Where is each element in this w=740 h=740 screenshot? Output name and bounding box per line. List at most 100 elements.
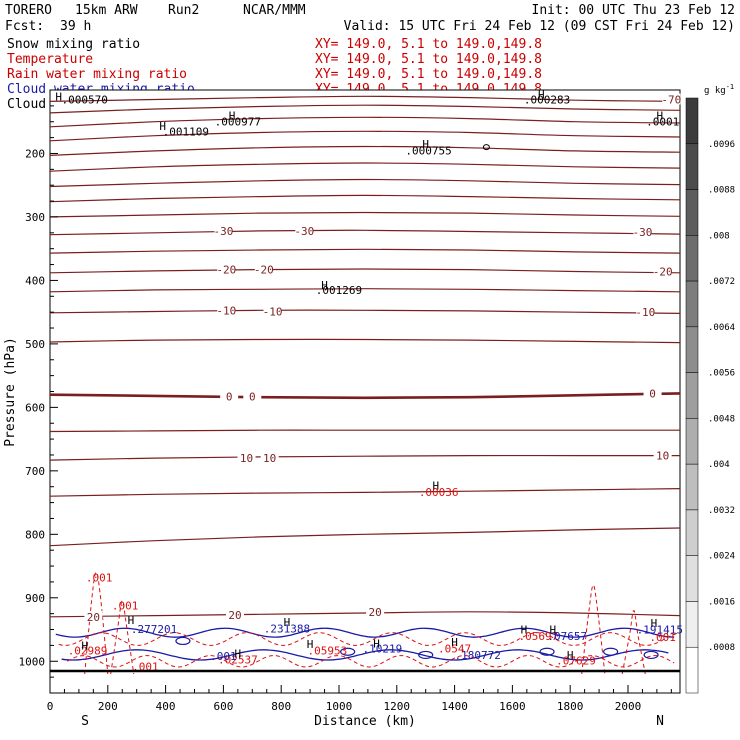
y-tick-label: 1000: [19, 655, 46, 668]
high-marker: H: [373, 637, 380, 650]
temperature-label-bg: [295, 224, 314, 236]
south-label: S: [81, 714, 89, 729]
temperature-label-bg: [214, 224, 233, 236]
extrema-labels: .000570 .001109 .000977 .000755 .001269 .0002…: [61, 94, 682, 674]
colorbar-segment: [685, 418, 699, 465]
high-marker: H: [422, 138, 429, 151]
extremum-value: .000570: [61, 94, 107, 107]
extremum-value: .001: [112, 599, 139, 612]
init-time: Init: 00 UTC Thu 23 Feb 12: [532, 3, 736, 18]
colorbar-tick-label: .0072: [708, 277, 735, 287]
extremum-value: .001109: [163, 125, 209, 138]
temperature-label-bg: [254, 263, 273, 275]
colorbar-tick-label: .004: [708, 460, 730, 470]
extremum-value: .0001: [646, 116, 679, 129]
high-marker: H: [432, 479, 439, 492]
extremum-value: .05697: [519, 630, 559, 643]
x-tick-label: 600: [213, 700, 233, 713]
legend-label: Snow mixing ratio: [7, 37, 140, 52]
temperature-label: -30: [213, 225, 233, 238]
legend-label: Rain water mixing ratio: [7, 67, 187, 82]
x-axis-label: Distance (km): [314, 714, 416, 729]
temperature-label: -10: [263, 306, 283, 319]
colorbar-segment: [685, 97, 699, 145]
colorbar-segment: [685, 326, 699, 373]
temperature-contour: [49, 162, 681, 172]
y-tick-label: 500: [25, 338, 45, 351]
colorbar-tick-label: .0088: [708, 186, 735, 196]
rain-plume-contour: [581, 584, 606, 675]
temperature-label: -20: [254, 264, 274, 277]
colorbar-segment: [685, 189, 699, 236]
x-tick-label: 2000: [615, 700, 642, 713]
high-marker: H: [235, 648, 242, 661]
temperature-label-bg: [217, 304, 236, 316]
colorbar-segment: [685, 601, 699, 648]
x-tick-label: 800: [271, 700, 291, 713]
temperature-label-bg: [653, 265, 672, 277]
temperature-label: 10: [263, 452, 276, 465]
extremum-value: .000755: [405, 144, 451, 157]
temperature-label: -10: [216, 304, 236, 317]
high-marker: H: [656, 109, 663, 122]
temperature-contour: [49, 429, 680, 433]
temperature-label: 20: [87, 611, 100, 624]
temperature-contours: [49, 95, 681, 618]
extremum-value: .001: [86, 571, 113, 584]
cloud-water-cell: [418, 650, 434, 660]
extremum-value: .000977: [215, 116, 261, 129]
colorbar-unit-exponent: -1: [726, 83, 734, 91]
colorbar-segment: [685, 555, 699, 602]
colorbar-unit: g kg-1: [704, 83, 734, 96]
x-tick-label: 0: [47, 700, 54, 713]
temperature-label: 0: [249, 391, 256, 404]
cloud-water-cell: [340, 647, 356, 656]
temperature-label-bg: [263, 305, 282, 317]
run-name: Run2: [168, 3, 199, 18]
temperature-label: -20: [653, 266, 673, 279]
snow-cell: [482, 144, 490, 151]
north-label: N: [656, 714, 664, 729]
high-marker: H: [521, 624, 528, 637]
temperature-label: -30: [632, 226, 652, 239]
legend-label: Temperature: [7, 52, 93, 67]
temperature-contour: [49, 178, 681, 188]
temperature-label-bg: [653, 449, 672, 461]
cloud-water-cell: [603, 647, 619, 656]
colorbar-unit-base: g kg: [704, 86, 726, 96]
temperature-label: -70: [661, 94, 681, 107]
extremum-value: .07629: [556, 655, 596, 668]
forecast-hour: 39 h: [60, 19, 91, 34]
moisture-contours: [55, 144, 678, 675]
high-marker: H: [159, 120, 166, 133]
high-marker: H: [284, 616, 291, 629]
header: TORERO 15km ARW Run2 NCAR/MMM Init: 00 U…: [5, 3, 735, 34]
rain-plume-contour: [621, 609, 646, 675]
temperature-label-bg: [217, 263, 236, 275]
x-axis-ticks: 0 200 400 600 800 1000 1200 1400 1600 1800 2000: [47, 685, 672, 713]
x-tick-label: 1800: [557, 700, 584, 713]
high-marker: H: [550, 624, 557, 637]
extremum-value: .07657: [547, 630, 587, 643]
temperature-contour: [49, 338, 681, 344]
temperature-label-bg: [237, 452, 256, 464]
temperature-contour: [49, 309, 681, 314]
temperature-contour: [49, 248, 681, 254]
temperature-label: 10: [240, 452, 253, 465]
rain-contour: [67, 655, 675, 668]
temperature-contour: [49, 130, 681, 142]
colorbar-tick-label: .0056: [708, 369, 735, 379]
high-marker: H: [538, 88, 545, 101]
extremum-value: .02537: [218, 653, 258, 666]
colorbar-tick-label: .0048: [708, 414, 735, 424]
y-tick-label: 200: [25, 147, 45, 160]
temperature-contour: [49, 611, 681, 618]
colorbar-tick-label: .0016: [708, 597, 735, 607]
plot-area: -70 -30 -30 -30 -20 -20 -20 -10 -10 -10 0 0 0 10 10 10 2…: [19, 88, 683, 713]
y-tick-label: 300: [25, 211, 45, 224]
extremum-value: .277201: [131, 623, 177, 636]
colorbar-tick-label: .0096: [708, 140, 735, 150]
temperature-label-bg: [220, 390, 239, 402]
